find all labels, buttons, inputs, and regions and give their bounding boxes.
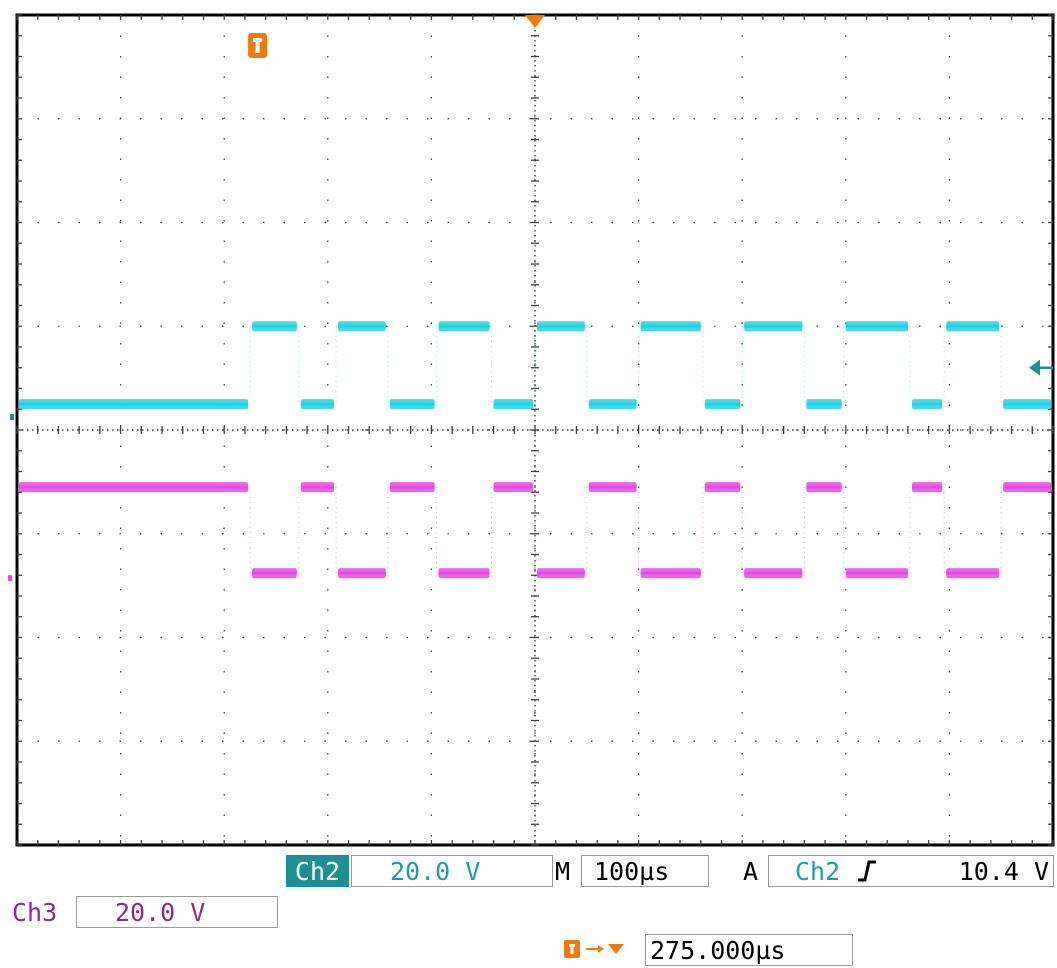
graticule (15, 13, 1055, 847)
markers (8, 15, 1053, 582)
trigger-position-marker (525, 15, 545, 28)
ch2-scale-readout[interactable]: 20.0 V (351, 855, 553, 887)
timebase-readout[interactable]: 100µs (581, 855, 709, 887)
trigger-level-value: 10.4 V (958, 856, 1049, 886)
trigger-mode-label: A (743, 856, 759, 886)
ch3-trace (19, 482, 1051, 579)
ch3-ground-marker (8, 575, 12, 582)
rising-edge-icon (858, 860, 877, 882)
trigger-level-arrow-head (1029, 359, 1040, 376)
trigger-t-icon-stem (255, 41, 260, 53)
trigger-source: Ch2 (795, 856, 841, 886)
timebase-label: M (555, 856, 571, 886)
trigger-level-arrow-icon (1029, 359, 1053, 376)
oscilloscope-display (8, 13, 1055, 847)
trigger-t-icon (248, 33, 268, 58)
ch3-scale-readout[interactable]: 20.0 V (76, 896, 278, 928)
trigger-readout[interactable]: Ch2 10.4 V (768, 855, 1054, 887)
ch2-ground-marker (10, 414, 14, 421)
ch3-label[interactable]: Ch3 (12, 897, 58, 927)
trigger-t-icon-bar (253, 38, 263, 42)
ch2-label-badge[interactable]: Ch2 (286, 855, 349, 887)
waveform-traces (19, 321, 1051, 579)
trigger-offset-readout[interactable]: 275.000µs (645, 934, 853, 966)
ch2-trace (19, 321, 1051, 410)
trigger-position-arrow-icon (564, 940, 624, 958)
